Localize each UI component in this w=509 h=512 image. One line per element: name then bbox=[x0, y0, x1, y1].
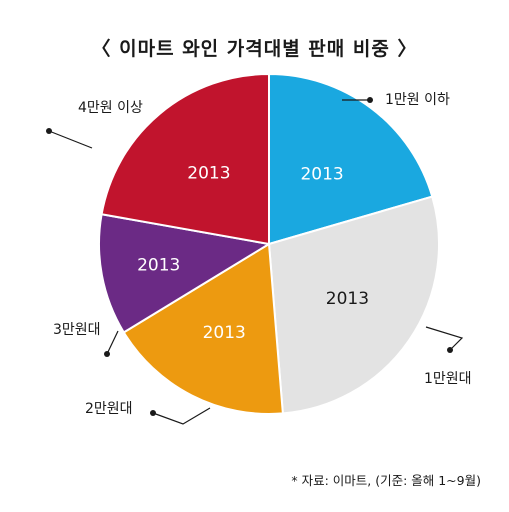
leader-line bbox=[152, 407, 211, 425]
slice-value-label: 2013 bbox=[187, 163, 230, 183]
leader-line bbox=[425, 326, 464, 351]
category-label: 2만원대 bbox=[85, 401, 133, 417]
category-labels: 1만원 이하 1만원대 2만원대 3만원대 4만원 이상 bbox=[46, 92, 472, 425]
leader-dot bbox=[447, 347, 453, 353]
leader-dot bbox=[367, 97, 373, 103]
leader-dot bbox=[46, 128, 52, 134]
leader-dot bbox=[150, 410, 156, 416]
leader-dot bbox=[104, 351, 110, 357]
pie-slice bbox=[100, 72, 270, 246]
category-label: 1만원 이하 bbox=[385, 92, 450, 108]
pie-slice bbox=[97, 213, 272, 334]
source-note: * 자료: 이마트, (기준: 올해 1~9월) bbox=[291, 473, 481, 488]
slice-labels: 2013 2013 2013 2013 2013 bbox=[137, 163, 369, 343]
slice-value-label: 2013 bbox=[300, 164, 343, 184]
category-label: 1만원대 bbox=[424, 371, 472, 387]
chart-title: 〈 이마트 와인 가격대별 판매 비중 〉 bbox=[91, 38, 418, 60]
slice-value-label: 2013 bbox=[137, 256, 180, 276]
pie-slices bbox=[97, 72, 440, 415]
leader-line bbox=[48, 130, 93, 149]
pie-slice bbox=[122, 242, 284, 415]
pie-slice bbox=[267, 195, 440, 415]
leader-line bbox=[106, 330, 119, 355]
slice-value-label: 2013 bbox=[326, 289, 369, 309]
category-label: 4만원 이상 bbox=[78, 100, 143, 116]
pie-slice bbox=[268, 72, 434, 246]
category-label: 3만원대 bbox=[53, 322, 101, 338]
slice-value-label: 2013 bbox=[203, 323, 246, 343]
